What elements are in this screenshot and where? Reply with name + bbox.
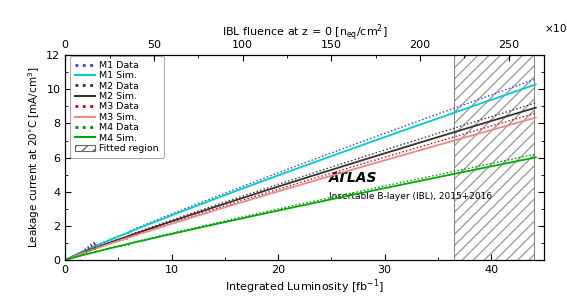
Text: Insertable B-layer (IBL), 2015+2016: Insertable B-layer (IBL), 2015+2016 <box>329 192 492 201</box>
Bar <box>454 55 534 260</box>
Legend: M1 Data, M1 Sim., M2 Data, M2 Sim., M3 Data, M3 Sim., M4 Data, M4 Sim., Fitted r: M1 Data, M1 Sim., M2 Data, M2 Sim., M3 D… <box>70 56 164 158</box>
X-axis label: IBL fluence at z = 0 [n$_{\mathregular{eq}}$/cm$^{2}$]: IBL fluence at z = 0 [n$_{\mathregular{e… <box>222 22 388 43</box>
Text: ATLAS: ATLAS <box>329 171 377 185</box>
X-axis label: Integrated Luminosity [fb$^{-1}$]: Integrated Luminosity [fb$^{-1}$] <box>225 278 384 296</box>
Y-axis label: Leakage current at 20$^{\circ}$C [mA/cm$^{3}$]: Leakage current at 20$^{\circ}$C [mA/cm$… <box>26 67 42 248</box>
Text: $\times 10^{13}$: $\times 10^{13}$ <box>544 21 567 35</box>
